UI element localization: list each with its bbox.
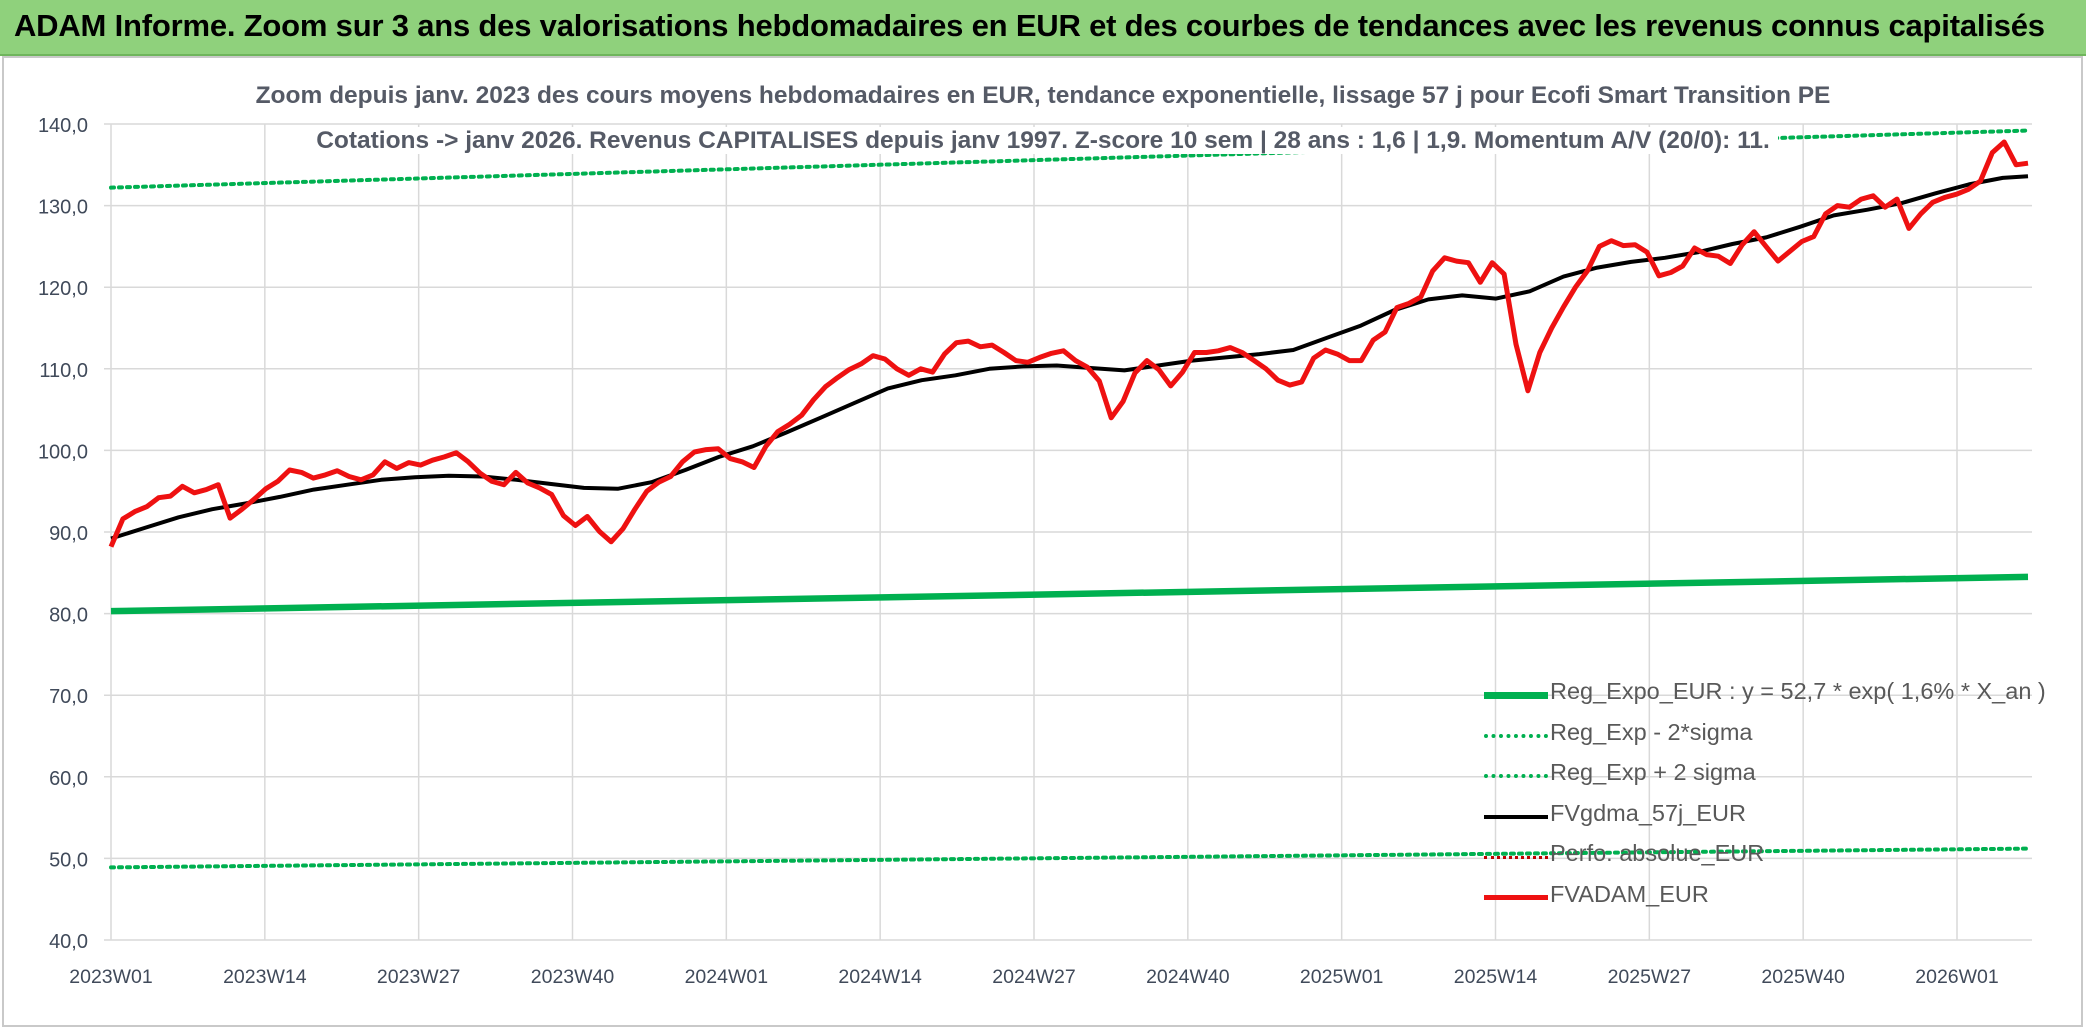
legend-swatch-reg-exp-plus	[1484, 774, 1548, 778]
legend-label-reg-expo: Reg_Expo_EUR : y = 52,7 * exp( 1,6% * X_…	[1550, 678, 2046, 704]
series-reg-exp-minus-2sigma	[109, 846, 2030, 870]
x-tick-label: 2023W14	[223, 966, 307, 988]
legend-swatch-fvadam	[1484, 894, 1548, 900]
legend-swatch-fvgdma	[1484, 814, 1548, 819]
y-tick-label: 40,0	[49, 931, 88, 953]
x-tick-label: 2024W27	[992, 966, 1075, 988]
x-tick-label: 2023W40	[531, 966, 615, 988]
y-tick-label: 90,0	[49, 523, 88, 545]
y-tick-label: 120,0	[38, 278, 88, 300]
y-tick-label: 130,0	[38, 197, 88, 219]
series-reg-expo-line	[110, 573, 2029, 615]
legend-label-fvgdma: FVgdma_57j_EUR	[1550, 799, 1746, 826]
x-tick-label: 2026W01	[1915, 966, 1998, 988]
y-tick-label: 50,0	[49, 849, 88, 871]
x-tick-label: 2025W40	[1761, 966, 1845, 988]
y-tick-label: 110,0	[39, 360, 88, 382]
banner-title: ADAM Informe. Zoom sur 3 ans des valoris…	[14, 8, 2045, 43]
x-tick-label: 2023W01	[69, 966, 152, 988]
x-tick-label: 2023W27	[377, 966, 460, 988]
legend-label-reg-exp-minus: Reg_Exp - 2*sigma	[1550, 718, 1753, 745]
x-tick-label: 2024W40	[1146, 966, 1230, 988]
y-tick-label: 140,0	[38, 115, 88, 137]
legend-swatch-reg-expo	[1484, 692, 1548, 699]
legend-label-perfo: Perfo. absolue_EUR	[1550, 840, 1765, 866]
x-tick-label: 2025W01	[1300, 966, 1383, 988]
y-tick-label: 100,0	[38, 441, 88, 463]
series-fvgdma-line	[110, 174, 2029, 541]
x-tick-label: 2024W14	[838, 966, 922, 988]
y-tick-label: 80,0	[49, 605, 88, 627]
x-tick-label: 2025W14	[1454, 966, 1538, 988]
y-tick-label: 60,0	[49, 768, 88, 790]
title-banner: ADAM Informe. Zoom sur 3 ans des valoris…	[0, 0, 2086, 56]
series-fvadam-line	[108, 139, 2029, 548]
x-tick-label: 2024W01	[685, 966, 768, 988]
chart-subtitle: Cotations -> janv 2026. Revenus CAPITALI…	[0, 127, 2086, 155]
x-tick-label: 2025W27	[1608, 966, 1691, 988]
chart-title: Zoom depuis janv. 2023 des cours moyens …	[0, 82, 2086, 110]
legend-swatch-reg-exp-minus	[1484, 733, 1548, 738]
y-tick-label: 70,0	[49, 686, 88, 708]
legend-label-reg-exp-plus: Reg_Exp + 2 sigma	[1550, 759, 1756, 785]
legend-label-fvadam: FVADAM_EUR	[1550, 880, 1709, 907]
chart-frame	[2, 56, 2083, 1027]
legend-swatch-perfo	[1484, 856, 1548, 859]
